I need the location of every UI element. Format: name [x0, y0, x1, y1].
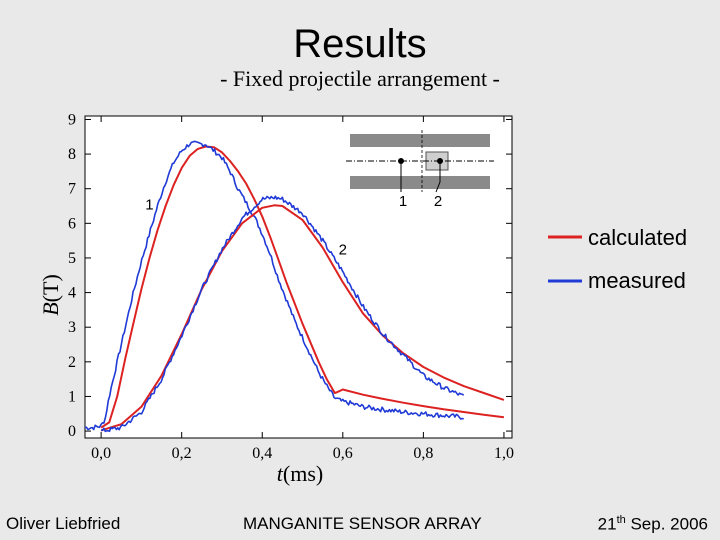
x-tick-label: 0,6: [333, 445, 353, 462]
footer-date-rest: Sep. 2006: [625, 514, 708, 534]
legend-label-calculated: calculated: [588, 225, 687, 250]
inset-sensor-1-label: 1: [399, 193, 407, 210]
y-tick-label: 1: [68, 388, 76, 405]
inset-sensor-2-leader: [435, 161, 441, 193]
footer-date-day: 21: [597, 514, 617, 534]
footer-date-suffix: th: [616, 514, 626, 526]
x-tick-label: 0,2: [172, 445, 192, 462]
legend: calculated measured: [548, 225, 687, 293]
footer-author: Oliver Liebfried: [6, 514, 121, 533]
y-tick-label: 7: [68, 181, 76, 198]
y-tick-label: 3: [68, 319, 76, 336]
footer-project: MANGANITE SENSOR ARRAY: [243, 514, 482, 533]
sensor-inset-diagram: 1 2: [343, 128, 503, 210]
x-axis-label: t(ms): [277, 461, 323, 486]
x-axis-unit: (ms): [283, 461, 323, 486]
curve-label-1: 1: [145, 196, 153, 213]
slide-subtitle: - Fixed projectile arrangement -: [220, 66, 500, 91]
footer-date: 21th Sep. 2006: [598, 514, 708, 535]
x-tick-label: 0,0: [91, 445, 111, 462]
inset-top-rail: [350, 134, 490, 147]
slide-title: Results: [293, 22, 427, 66]
y-axis-unit: (T): [38, 274, 63, 302]
x-tick-label: 1,0: [494, 445, 514, 462]
y-tick-label: 8: [68, 146, 76, 163]
series-calculated-sensor-1: [100, 145, 505, 429]
y-tick-label: 5: [68, 250, 76, 267]
curve-label-2: 2: [339, 241, 347, 258]
series-calculated-sensor-2: [100, 204, 505, 432]
y-axis-variable: B: [38, 302, 63, 315]
y-tick-label: 9: [68, 111, 76, 128]
legend-label-measured: measured: [588, 268, 686, 293]
y-axis-label: B(T): [38, 274, 63, 316]
y-tick-label: 0: [68, 423, 76, 440]
series-measured-sensor-2: [100, 195, 465, 433]
x-axis-variable: t: [277, 461, 284, 486]
series-measured-sensor-1: [84, 140, 464, 431]
x-tick-label: 0,4: [252, 445, 272, 462]
y-tick-label: 2: [68, 354, 76, 371]
inset-sensor-2-label: 2: [434, 193, 442, 210]
x-tick-label: 0,8: [413, 445, 433, 462]
y-tick-label: 6: [68, 215, 76, 232]
y-tick-label: 4: [68, 285, 76, 302]
chart: 0,0 0,2 0,4 0,6 0,8 1,0 0 1 2 3 4 5 6 7 8 9 1 2 1 2 t(ms…: [38, 111, 687, 486]
inset-bottom-rail: [350, 176, 490, 189]
